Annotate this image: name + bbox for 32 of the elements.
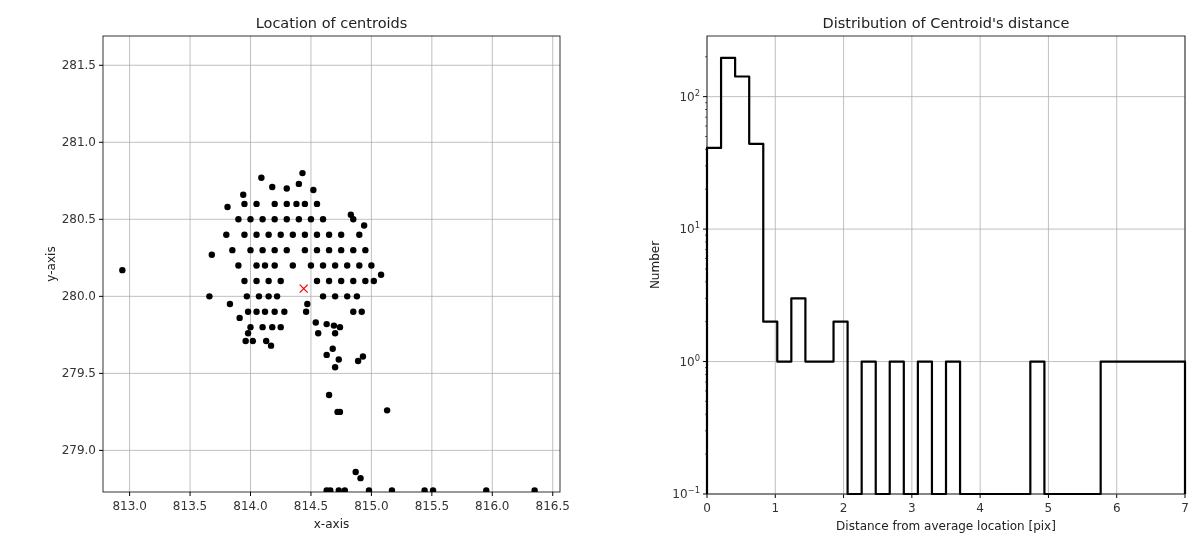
x-tick-label: 2 <box>839 501 848 515</box>
x-tick-label: 816.0 <box>475 499 510 513</box>
y-tick-label: 10$^{0}$ <box>679 352 700 369</box>
x-tick-label: 3 <box>908 501 916 515</box>
x-tick-label: 815.5 <box>414 499 450 513</box>
x-tick-label: 0 <box>703 501 711 515</box>
y-tick-label: 280.0 <box>61 289 96 304</box>
y-axis-title: Number <box>648 240 662 290</box>
x-axis-title: x-axis <box>313 517 350 531</box>
x-tick-label: 816.5 <box>535 499 570 513</box>
y-tick-label: 10$^{1}$ <box>679 220 700 237</box>
x-tick-label: 815.0 <box>354 499 389 513</box>
x-tick-label: 5 <box>1044 501 1053 515</box>
x-tick-label: 814.5 <box>293 499 329 513</box>
y-tick-label: 10$^{2}$ <box>679 87 700 104</box>
x-tick-label: 7 <box>1181 501 1189 515</box>
x-tick-label: 813.0 <box>112 499 147 513</box>
x-axis-title: Distance from average location [pix] <box>836 519 1056 533</box>
x-tick-label: 1 <box>771 501 780 515</box>
chart-title: Location of centroids <box>255 15 408 31</box>
y-tick-label: 279.5 <box>61 366 96 381</box>
y-tick-label: 279.0 <box>61 443 96 458</box>
y-tick-label: 10$^{−1}$ <box>672 485 700 501</box>
x-tick-label: 814.0 <box>233 499 268 513</box>
chart-title: Distribution of Centroid's distance <box>822 15 1070 31</box>
y-tick-label: 280.5 <box>61 212 96 227</box>
x-tick-label: 4 <box>976 501 984 515</box>
x-tick-label: 6 <box>1112 501 1121 515</box>
x-tick-label: 813.5 <box>172 499 208 513</box>
y-tick-label: 281.0 <box>61 135 96 150</box>
y-tick-label: 281.5 <box>61 58 96 73</box>
y-axis-title: y-axis <box>44 246 58 282</box>
